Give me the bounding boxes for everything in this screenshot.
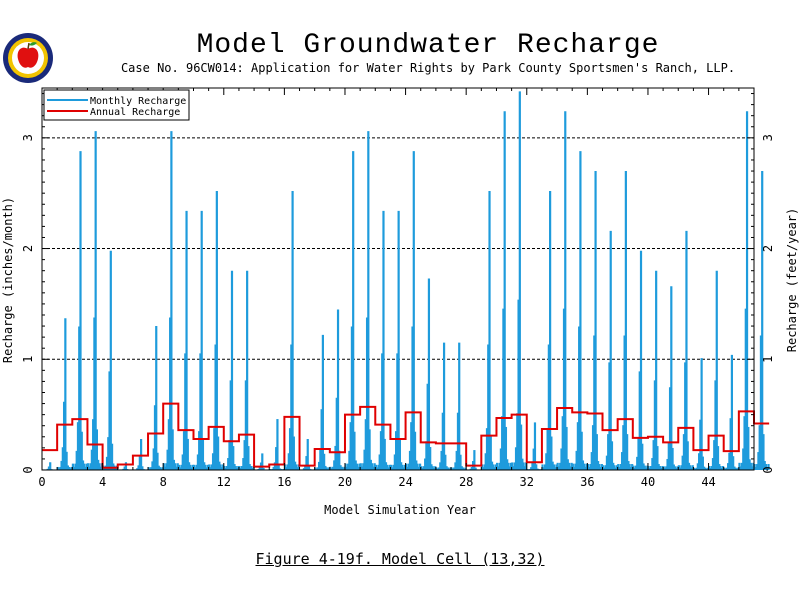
figure-caption: Figure 4-19f. Model Cell (13,32) [255,550,545,568]
chart-title: Model Groundwater Recharge [196,30,660,61]
y-tick-label: 0 [21,466,35,473]
apple-logo-icon [2,32,54,84]
y-tick-label: 1 [21,356,35,363]
x-tick-label: 24 [398,475,412,489]
x-tick-label: 0 [38,475,45,489]
x-axis-label: Model Simulation Year [324,503,476,517]
y2-tick-label: 1 [761,356,775,363]
chart-subtitle: Case No. 96CW014: Application for Water … [120,61,736,75]
y-tick-label: 3 [21,134,35,141]
x-tick-label: 16 [277,475,291,489]
x-tick-label: 4 [99,475,106,489]
y2-tick-label: 3 [761,134,775,141]
y-tick-label: 2 [21,245,35,252]
annual-recharge-series [42,402,770,469]
y2-tick-label: 2 [761,245,775,252]
plot-frame [41,87,755,471]
y2-tick-label: 0 [761,466,775,473]
x-tick-label: 40 [641,475,655,489]
y-axis-label: Recharge (inches/month) [1,197,15,363]
y2-axis-label: Recharge (feet/year) [785,208,799,353]
x-tick-label: 32 [520,475,534,489]
x-tick-label: 36 [580,475,594,489]
legend-label-annual: Annual Recharge [90,107,180,118]
x-tick-label: 12 [217,475,231,489]
legend: Monthly Recharge Annual Recharge [43,89,190,121]
x-tick-label: 28 [459,475,473,489]
legend-label-monthly: Monthly Recharge [90,96,186,107]
x-tick-label: 8 [160,475,167,489]
x-tick-label: 44 [701,475,715,489]
monthly-recharge-series [41,91,770,470]
legend-box [43,89,190,121]
x-tick-label: 20 [338,475,352,489]
annual-step-line [42,402,770,469]
